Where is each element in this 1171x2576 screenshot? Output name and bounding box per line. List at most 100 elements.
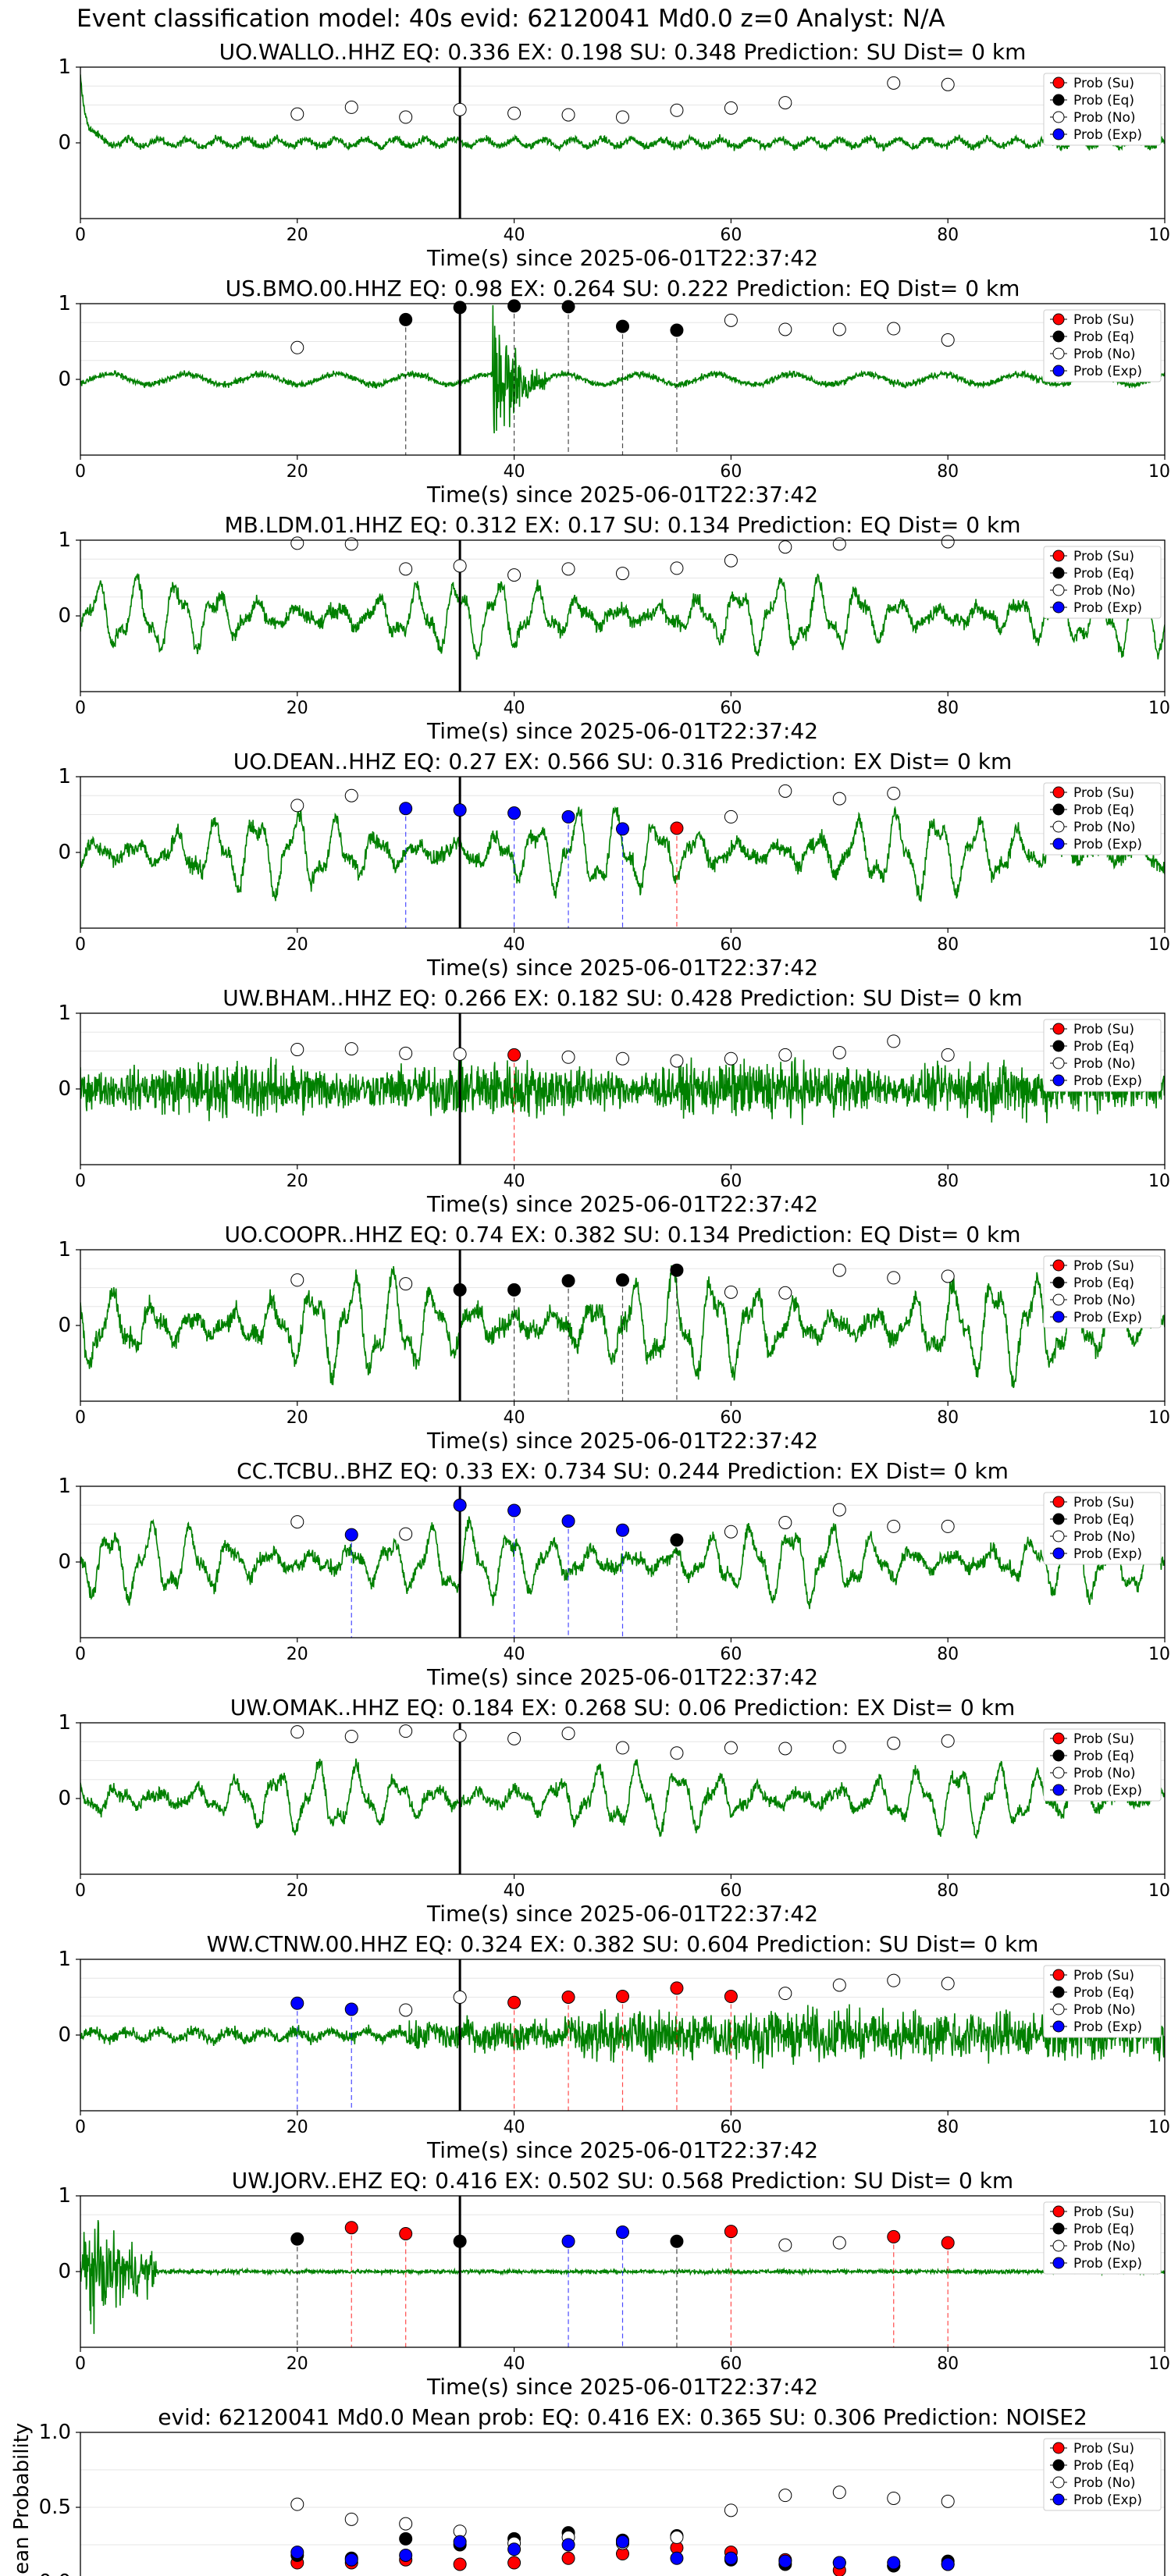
marker-prob-no (507, 568, 521, 582)
legend-label-exp: Prob (Exp) (1073, 600, 1142, 616)
marker-prob-no (941, 535, 955, 549)
legend-label-eq: Prob (Eq) (1073, 2458, 1134, 2474)
marker-prob-eq (616, 1273, 629, 1287)
legend-marker-exp (1052, 1784, 1065, 1796)
x-tick-label: 60 (720, 699, 742, 718)
x-tick-label: 100 (1148, 226, 1171, 245)
mean-point-no (778, 2489, 792, 2503)
mean-point-exp (941, 2557, 955, 2571)
legend-marker-su (1052, 76, 1065, 89)
marker-prob-no (344, 1042, 358, 1056)
legend-marker-eq (1052, 803, 1065, 816)
legend-label-su: Prob (Su) (1073, 2441, 1134, 2457)
legend-label-exp: Prob (Exp) (1073, 2019, 1142, 2035)
marker-prob-no (399, 2003, 413, 2017)
y-tick-label: 1 (58, 1711, 71, 1735)
marker-prob-no (670, 1746, 684, 1760)
axes-frame (80, 1012, 1166, 1165)
legend-marker-eq (1052, 2222, 1065, 2235)
legend-box (1043, 782, 1162, 856)
marker-prob-no (290, 1273, 304, 1287)
legend-label-no: Prob (No) (1073, 2239, 1136, 2254)
x-tick-label: 20 (287, 2354, 308, 2374)
x-tick-label: 40 (504, 2118, 525, 2137)
mean-point-no (344, 2512, 358, 2526)
mean-point-no (941, 2494, 955, 2508)
mean-point-exp (290, 2546, 304, 2560)
y-tick-label: 0 (58, 1550, 71, 1574)
x-tick-label: 100 (1148, 699, 1171, 718)
x-tick-label: 40 (504, 1645, 525, 1664)
axes-frame (80, 1959, 1166, 2112)
legend-label-no: Prob (No) (1073, 347, 1136, 362)
marker-prob-eq (453, 2234, 467, 2248)
x-tick-label: 0 (75, 699, 86, 718)
legend-label-exp: Prob (Exp) (1073, 364, 1142, 379)
panel-title: WW.CTNW.00.HHZ EQ: 0.324 EX: 0.382 SU: 0… (207, 1931, 1039, 1957)
marker-prob-no (670, 103, 684, 117)
x-tick-label: 20 (287, 935, 308, 955)
y-tick-label: 0 (58, 1787, 71, 1810)
y-tick-label: 1 (58, 2184, 71, 2208)
x-tick-label: 60 (720, 1172, 742, 1191)
legend-label-eq: Prob (Eq) (1073, 1039, 1134, 1055)
marker-prob-no (453, 559, 467, 573)
mean-point-no (887, 2491, 901, 2505)
marker-prob-no (399, 1046, 413, 1060)
marker-prob-exp (344, 2002, 358, 2016)
marker-prob-eq (670, 1263, 684, 1277)
legend-label-eq: Prob (Eq) (1073, 93, 1134, 109)
marker-prob-no (670, 561, 684, 575)
marker-prob-no (724, 1525, 738, 1539)
panel-title: UO.DEAN..HHZ EQ: 0.27 EX: 0.566 SU: 0.31… (233, 749, 1013, 774)
x-tick-label: 40 (504, 2354, 525, 2374)
marker-prob-no (724, 553, 738, 568)
x-tick-label: 80 (937, 2118, 959, 2137)
marker-prob-no (832, 322, 846, 336)
x-tick-label: 100 (1148, 1881, 1171, 1901)
marker-prob-no (724, 1051, 738, 1066)
legend-marker-no (1052, 1530, 1065, 1542)
marker-prob-exp (616, 1523, 629, 1537)
y-tick-label: 0 (58, 131, 71, 155)
waveform-trace (80, 74, 1165, 152)
legend-label-exp: Prob (Exp) (1073, 2256, 1142, 2272)
legend-marker-eq (1052, 94, 1065, 106)
y-tick-label: 1 (58, 1238, 71, 1261)
legend-marker-eq (1052, 1276, 1065, 1289)
legend-marker-su (1052, 1259, 1065, 1272)
panel-title: UO.COOPR..HHZ EQ: 0.74 EX: 0.382 SU: 0.1… (224, 1222, 1020, 1247)
x-tick-label: 80 (937, 1408, 959, 1428)
legend-marker-exp (1052, 2020, 1065, 2033)
marker-prob-exp (453, 1498, 467, 1512)
legend-label-no: Prob (No) (1073, 583, 1136, 599)
marker-prob-exp (453, 803, 467, 817)
axes-frame (80, 303, 1166, 456)
panel-title: CC.TCBU..BHZ EQ: 0.33 EX: 0.734 SU: 0.24… (237, 1458, 1009, 1484)
marker-prob-su (344, 2221, 358, 2235)
legend-label-eq: Prob (Eq) (1073, 1985, 1134, 2001)
marker-prob-no (887, 76, 901, 90)
legend-label-no: Prob (No) (1073, 820, 1136, 835)
x-tick-label: 100 (1148, 1408, 1171, 1428)
legend-box (1043, 1728, 1162, 1802)
marker-prob-no (778, 1516, 792, 1530)
waveform-trace (80, 304, 1165, 434)
marker-prob-no (290, 1515, 304, 1529)
legend-marker-no (1052, 2476, 1065, 2489)
axes-frame (80, 1722, 1166, 1875)
marker-prob-no (290, 107, 304, 121)
legend-marker-eq (1052, 2459, 1065, 2471)
panel-title: UO.WALLO..HHZ EQ: 0.336 EX: 0.198 SU: 0.… (219, 39, 1027, 65)
legend-label-su: Prob (Su) (1073, 1968, 1134, 1984)
axes-frame (80, 66, 1166, 219)
panel-title: evid: 62120041 Md0.0 Mean prob: EQ: 0.41… (158, 2404, 1087, 2430)
legend-label-exp: Prob (Exp) (1073, 127, 1142, 143)
x-tick-label: 80 (937, 699, 959, 718)
marker-prob-exp (399, 802, 413, 816)
marker-prob-exp (507, 1503, 521, 1517)
y-tick-label: 1 (58, 1475, 71, 1498)
legend-label-eq: Prob (Eq) (1073, 1276, 1134, 1291)
mean-point-exp (832, 2556, 846, 2570)
y-tick-label: 0 (58, 1077, 71, 1101)
